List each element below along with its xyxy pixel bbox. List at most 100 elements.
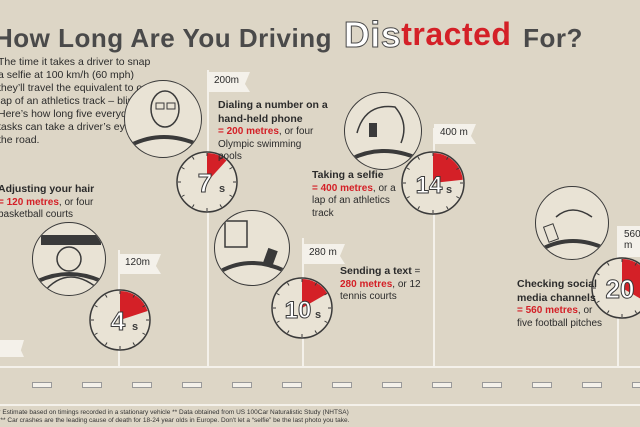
flag-selfie: 400 m	[434, 124, 476, 144]
stopwatch-tick	[219, 156, 222, 160]
stopwatch-tick	[192, 156, 195, 160]
stopwatch-tick	[596, 273, 600, 276]
stopwatch-wedge	[433, 153, 463, 183]
stopwatch-tick	[132, 294, 135, 298]
title-dis: Distracted	[343, 14, 512, 56]
stopwatch-tick	[607, 262, 610, 266]
title-before: How Long Are You Driving	[0, 23, 332, 53]
heading-social: Checking social media channels	[517, 278, 597, 304]
label-hair: Adjusting your hair = 120 metres, or fou…	[0, 183, 108, 222]
stopwatch-unit-selfie: s	[446, 184, 452, 196]
stopwatch-selfie: 14 s	[401, 151, 465, 215]
stopwatch-tick	[192, 204, 195, 208]
road-dashes	[0, 382, 640, 388]
driver-text-icon	[220, 220, 286, 273]
stopwatch-seconds-text: 10	[285, 297, 312, 324]
stopwatch-tick	[634, 262, 637, 266]
rest-hair: , or four basketball courts	[0, 196, 94, 221]
metres-selfie: = 400 metres	[312, 182, 373, 194]
stopwatch-tick	[634, 310, 637, 314]
stopwatch-tick	[406, 196, 410, 199]
label-phone: Dialing a number on a hand-held phone = …	[218, 99, 328, 164]
driver-social-icon	[541, 209, 607, 251]
metres-text: 280 metres	[340, 278, 393, 290]
stopwatch-wedge	[207, 153, 227, 182]
road-dash	[132, 382, 152, 388]
stopwatch-tick	[229, 194, 233, 197]
stopwatch-tick	[406, 167, 410, 170]
page-title: How Long Are You Driving Distracted For?	[0, 14, 583, 56]
driver-phone-icon	[130, 90, 200, 147]
stopwatch-text: 10 s	[271, 277, 333, 339]
footnotes: * Estimate based on timings recorded in …	[0, 409, 638, 425]
flag-hair: 120m	[119, 254, 161, 274]
stopwatch-tick	[142, 305, 146, 308]
rest-text: , or 12 tennis courts	[340, 278, 421, 303]
stopwatch-seconds-selfie: 14	[416, 172, 443, 199]
title-dis-red: tracted	[401, 16, 512, 52]
driver-illustration-phone	[124, 80, 202, 158]
stopwatch-tick	[287, 282, 290, 286]
stopwatch-hair: 4 s	[89, 289, 151, 351]
flag-text: 280 m	[303, 244, 345, 264]
stopwatch-tick	[607, 310, 610, 314]
metres-social: = 560 metres	[517, 305, 578, 316]
heading-phone: Dialing a number on a hand-held phone	[218, 99, 328, 125]
flag-phone: 200m	[208, 72, 250, 92]
stopwatch-tick	[132, 342, 135, 346]
flag-offscreen	[0, 340, 24, 357]
driver-hair-icon	[37, 235, 104, 294]
driver-illustration-hair	[32, 222, 106, 296]
rest-social: , or five football pitches	[517, 305, 603, 329]
label-selfie: Taking a selfie = 400 metres, or a lap o…	[312, 169, 404, 220]
stopwatch-tick	[276, 293, 280, 296]
road-dash	[432, 382, 452, 388]
stopwatch-tick	[456, 196, 460, 199]
stopwatch-tick	[314, 330, 317, 334]
road-edge-top	[0, 366, 640, 368]
footnote-1: * Estimate based on timings recorded in …	[0, 409, 349, 416]
road-dash	[382, 382, 402, 388]
stopwatch-unit-text: s	[315, 309, 321, 321]
metres-hair: = 120 metres	[0, 196, 59, 208]
stopwatch-wedge	[302, 279, 328, 308]
stopwatch-social: 20	[591, 257, 640, 319]
road-dash	[532, 382, 552, 388]
stopwatch-seconds-social: 20	[606, 274, 635, 304]
stopwatch-tick	[446, 206, 449, 210]
heading-text: Sending a text	[340, 265, 412, 277]
road-dash	[232, 382, 252, 388]
stopwatch-tick	[417, 206, 420, 210]
stopwatch-wedge	[120, 291, 148, 320]
flag-pole-phone	[207, 70, 209, 367]
stopwatch-unit-phone: s	[219, 183, 225, 195]
stopwatch-seconds-hair: 4	[111, 306, 126, 336]
footnote-2: *** Car crashes are the leading cause of…	[0, 417, 350, 424]
stopwatch-tick	[219, 204, 222, 208]
stopwatch-tick	[314, 282, 317, 286]
heading-hair: Adjusting your hair	[0, 183, 95, 195]
road-edge-bottom	[0, 404, 640, 406]
road-dash	[332, 382, 352, 388]
stopwatch-phone: 7 s	[176, 151, 238, 213]
intro-text: The time it takes a driver to snap a sel…	[0, 56, 154, 146]
stopwatch-tick	[324, 320, 328, 323]
stopwatch-wedge	[622, 259, 640, 299]
stopwatch-tick	[596, 300, 600, 303]
road-dash	[632, 382, 640, 388]
driver-illustration-social	[535, 186, 609, 260]
metres-phone: = 200 metres	[218, 126, 279, 137]
road-dash	[282, 382, 302, 388]
stopwatch-tick	[229, 167, 233, 170]
road-dash	[32, 382, 52, 388]
road-dash	[582, 382, 602, 388]
stopwatch-tick	[142, 332, 146, 335]
road-dash	[182, 382, 202, 388]
flag-social: 560 m	[618, 226, 640, 257]
stopwatch-tick	[181, 194, 185, 197]
stopwatch-tick	[94, 305, 98, 308]
stopwatch-tick	[181, 167, 185, 170]
stopwatch-tick	[324, 293, 328, 296]
flag-pole-selfie	[433, 128, 435, 367]
rest-selfie: , or a lap of an athletics track	[312, 182, 396, 219]
